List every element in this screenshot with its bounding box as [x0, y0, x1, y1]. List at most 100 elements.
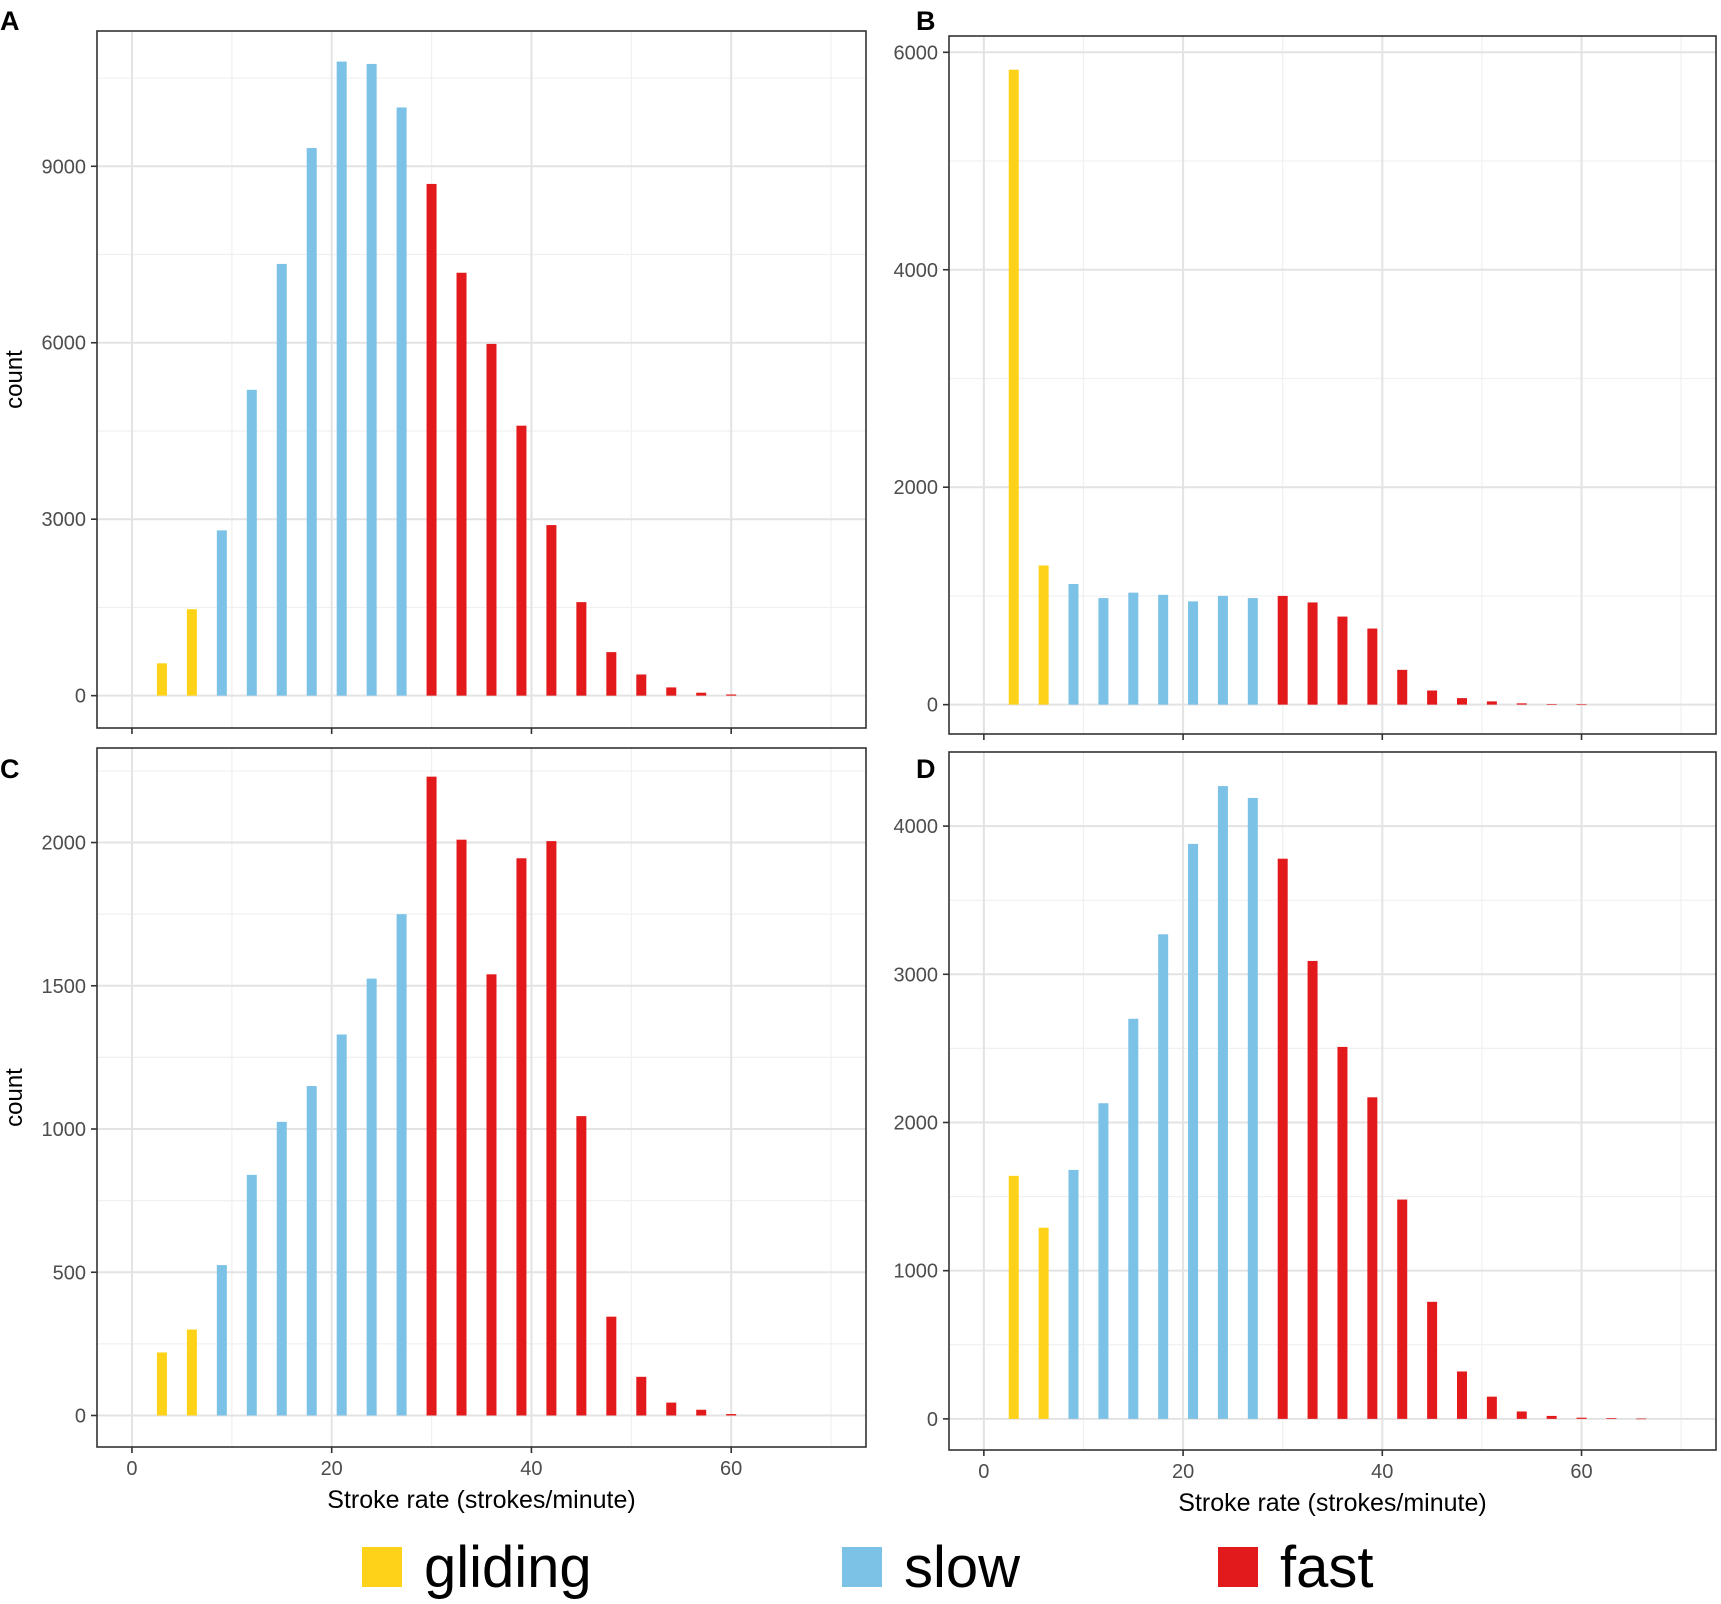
legend-swatch-gliding: [362, 1547, 402, 1587]
bar-a-24: [366, 63, 377, 696]
y-tick-label: 4000: [894, 816, 939, 838]
bar-b-36: [1337, 616, 1348, 705]
bar-a-21: [336, 61, 347, 696]
legend-item-gliding: gliding: [362, 1530, 592, 1604]
bar-a-33: [456, 272, 467, 696]
legend-swatch-fast: [1218, 1547, 1258, 1587]
bar-c-3: [156, 1352, 167, 1416]
y-axis-title: count: [1, 350, 28, 409]
bar-a-48: [606, 652, 617, 696]
y-tick-label: 0: [927, 1409, 938, 1431]
bar-d-3: [1008, 1175, 1019, 1419]
bar-d-42: [1397, 1199, 1408, 1419]
bar-a-42: [546, 525, 557, 696]
panel-label-b: B: [916, 6, 936, 36]
bar-b-24: [1217, 595, 1228, 705]
x-tick-label: 20: [1172, 1461, 1194, 1483]
bar-b-9: [1068, 583, 1079, 705]
bar-c-6: [186, 1329, 197, 1416]
panel-label-d: D: [916, 754, 936, 784]
bar-c-45: [576, 1116, 587, 1416]
bar-b-6: [1038, 565, 1049, 705]
bar-b-45: [1427, 690, 1438, 705]
bar-a-36: [486, 343, 497, 696]
bar-d-60: [1576, 1417, 1587, 1419]
y-tick-label: 6000: [894, 42, 939, 64]
bar-a-15: [276, 263, 287, 696]
x-tick-label: 0: [978, 1461, 989, 1483]
legend-label-gliding: gliding: [424, 1534, 592, 1600]
bar-a-3: [156, 663, 167, 696]
bar-a-6: [186, 609, 197, 696]
bar-a-57: [696, 692, 707, 696]
bar-c-42: [546, 841, 557, 1416]
legend-item-slow: slow: [842, 1530, 1020, 1604]
bar-b-27: [1247, 598, 1258, 705]
bar-b-51: [1486, 701, 1497, 705]
y-tick-label: 4000: [894, 260, 939, 282]
x-tick-label: 20: [321, 1458, 343, 1480]
bar-d-27: [1247, 797, 1258, 1419]
bar-c-33: [456, 839, 467, 1416]
bar-a-54: [666, 687, 677, 696]
bar-d-63: [1606, 1418, 1617, 1419]
panel-border: [948, 751, 1717, 1451]
panel-label-a: A: [0, 6, 20, 36]
panel-d: 0 1000 2000 3000 4000 0 20 40 60 Stroke rate (str…: [894, 751, 1717, 1517]
bar-b-42: [1397, 669, 1408, 705]
y-axis-title: count: [1, 1068, 28, 1127]
x-tick-label: 60: [720, 1458, 742, 1480]
bar-d-51: [1486, 1396, 1497, 1419]
bar-c-9: [216, 1265, 227, 1416]
y-tick-label: 1000: [894, 1261, 939, 1283]
x-tick-label: 40: [520, 1458, 542, 1480]
bar-c-48: [606, 1316, 617, 1416]
bar-c-24: [366, 978, 377, 1416]
bar-a-30: [426, 183, 437, 696]
bar-c-15: [276, 1121, 287, 1416]
bar-d-48: [1456, 1371, 1467, 1419]
bar-b-33: [1307, 602, 1318, 705]
bar-c-57: [696, 1409, 707, 1416]
y-tick-label: 9000: [42, 156, 87, 178]
bar-d-36: [1337, 1046, 1348, 1419]
bar-a-18: [306, 148, 317, 696]
y-tick-label: 6000: [42, 333, 87, 355]
bar-c-27: [396, 914, 407, 1416]
bar-a-27: [396, 107, 407, 696]
bar-b-54: [1516, 703, 1527, 705]
bar-a-9: [216, 530, 227, 696]
bar-b-3: [1008, 69, 1019, 705]
bar-d-15: [1128, 1018, 1139, 1419]
bar-a-12: [246, 389, 257, 696]
y-tick-label: 0: [75, 686, 86, 708]
bar-d-30: [1277, 858, 1288, 1419]
legend-swatch-slow: [842, 1547, 882, 1587]
bar-d-33: [1307, 960, 1318, 1419]
bar-b-57: [1546, 704, 1557, 705]
bar-d-57: [1546, 1415, 1557, 1419]
bar-b-30: [1277, 595, 1288, 705]
bar-a-51: [636, 674, 647, 696]
bar-b-60: [1576, 704, 1587, 706]
panel-c: 0 500 1000 1500 2000 0 20 40 60 count Stroke rate …: [0, 747, 867, 1514]
panel-border: [96, 747, 867, 1448]
bar-d-24: [1217, 786, 1228, 1419]
x-tick-label: 60: [1570, 1461, 1592, 1483]
panel-background: [97, 31, 866, 728]
panel-b: 0 2000 4000 6000 B: [894, 6, 1717, 740]
bar-c-18: [306, 1086, 317, 1416]
bar-b-21: [1188, 601, 1199, 705]
bar-c-21: [336, 1034, 347, 1416]
legend-label-slow: slow: [904, 1534, 1021, 1600]
bar-c-39: [516, 858, 527, 1416]
x-axis-title: Stroke rate (strokes/minute): [327, 1486, 635, 1514]
legend: gliding slow fast: [0, 1530, 1721, 1604]
x-axis-title: Stroke rate (strokes/minute): [1178, 1489, 1486, 1517]
panel-border: [948, 35, 1717, 735]
bar-a-45: [576, 602, 587, 696]
bar-d-9: [1068, 1169, 1079, 1419]
y-tick-label: 1500: [42, 976, 87, 998]
bar-a-60: [726, 694, 737, 696]
